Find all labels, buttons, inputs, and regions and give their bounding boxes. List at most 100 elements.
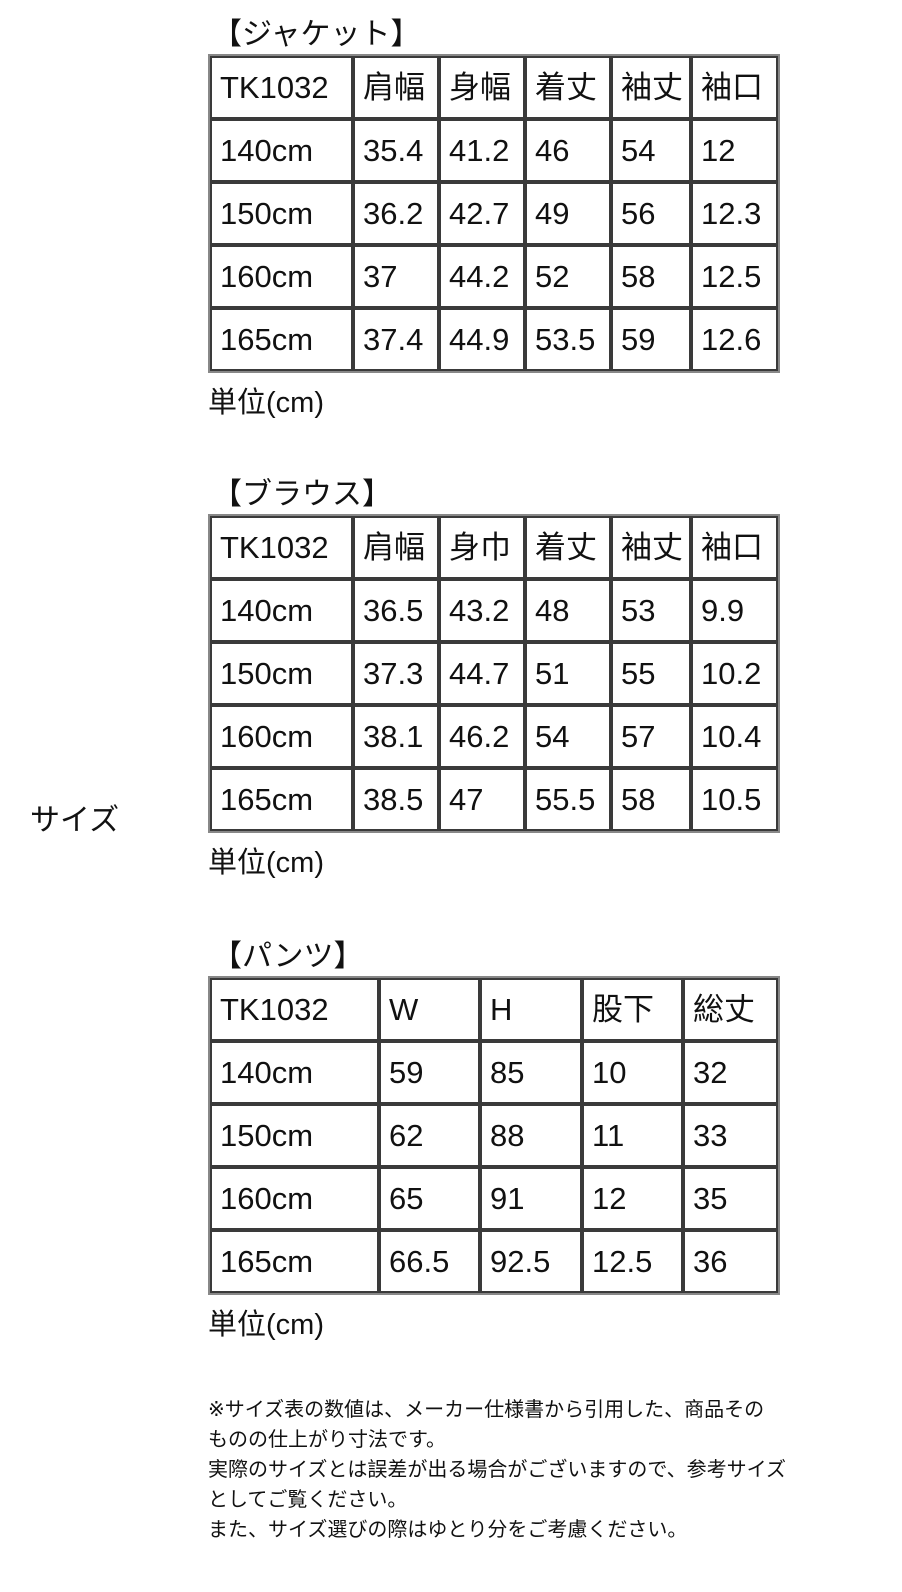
table-cell: 12.3 xyxy=(691,182,778,245)
table-cell: 165cm xyxy=(210,308,353,371)
unit-label: 単位(cm) xyxy=(208,387,324,419)
table-cell: 36 xyxy=(683,1230,778,1293)
header-cell: TK1032 xyxy=(210,978,379,1041)
table-cell: 9.9 xyxy=(691,579,778,642)
table-cell: 35 xyxy=(683,1167,778,1230)
table-cell: 46.2 xyxy=(439,705,525,768)
table-row: 150cm 36.2 42.7 49 56 12.3 xyxy=(210,182,778,245)
header-cell: 袖口 xyxy=(691,56,778,119)
table-cell: 140cm xyxy=(210,579,353,642)
table-cell: 11 xyxy=(582,1104,683,1167)
table-cell: 46 xyxy=(525,119,611,182)
table-cell: 36.2 xyxy=(353,182,439,245)
table-cell: 32 xyxy=(683,1041,778,1104)
table-cell: 38.1 xyxy=(353,705,439,768)
table-cell: 44.7 xyxy=(439,642,525,705)
table-cell: 12.6 xyxy=(691,308,778,371)
table-cell: 59 xyxy=(379,1041,480,1104)
blouse-title: 【ブラウス】 xyxy=(212,478,392,511)
table-row: 165cm 37.4 44.9 53.5 59 12.6 xyxy=(210,308,778,371)
pants-title: 【パンツ】 xyxy=(212,940,364,973)
table-cell: 54 xyxy=(525,705,611,768)
note-line: としてご覧ください。 xyxy=(208,1489,408,1511)
table-cell: 160cm xyxy=(210,1167,379,1230)
table-cell: 33 xyxy=(683,1104,778,1167)
table-cell: 10.5 xyxy=(691,768,778,831)
jacket-size-table: TK1032 肩幅 身幅 着丈 袖丈 袖口 140cm 35.4 41.2 46 54 12 150cm… xyxy=(208,54,780,373)
table-cell: 37.4 xyxy=(353,308,439,371)
table-cell: 160cm xyxy=(210,245,353,308)
pants-size-table: TK1032 W H 股下 総丈 140cm 59 85 10 32 150cm 62 88 11 33 16… xyxy=(208,976,780,1295)
header-row: TK1032 W H 股下 総丈 xyxy=(210,978,778,1041)
pants-section: 【パンツ】 TK1032 W H 股下 総丈 140cm 59 85 10 32 150cm 62 88 1… xyxy=(208,938,780,1343)
table-cell: 58 xyxy=(611,245,691,308)
table-row: 160cm 37 44.2 52 58 12.5 xyxy=(210,245,778,308)
table-cell: 160cm xyxy=(210,705,353,768)
table-cell: 10.2 xyxy=(691,642,778,705)
header-cell: 袖丈 xyxy=(611,56,691,119)
table-cell: 10.4 xyxy=(691,705,778,768)
table-cell: 41.2 xyxy=(439,119,525,182)
header-cell: 股下 xyxy=(582,978,683,1041)
size-note: ※サイズ表の数値は、メーカー仕様書から引用した、商品その ものの仕上がり寸法です… xyxy=(208,1395,788,1545)
table-cell: 47 xyxy=(439,768,525,831)
table-cell: 56 xyxy=(611,182,691,245)
note-line: また、サイズ選びの際はゆとり分をご考慮ください。 xyxy=(208,1519,688,1541)
table-cell: 44.9 xyxy=(439,308,525,371)
table-cell: 91 xyxy=(480,1167,582,1230)
table-row: 150cm 62 88 11 33 xyxy=(210,1104,778,1167)
header-cell: 着丈 xyxy=(525,516,611,579)
table-cell: 65 xyxy=(379,1167,480,1230)
size-label: サイズ xyxy=(30,804,120,837)
unit-label: 単位(cm) xyxy=(208,1309,324,1341)
table-cell: 12.5 xyxy=(691,245,778,308)
blouse-section: 【ブラウス】 TK1032 肩幅 身巾 着丈 袖丈 袖口 140cm 36.5 43.2 48 53 9… xyxy=(208,476,780,881)
jacket-section: 【ジャケット】 TK1032 肩幅 身幅 着丈 袖丈 袖口 140cm 35.4 41.2 46 54… xyxy=(208,16,780,421)
table-cell: 55.5 xyxy=(525,768,611,831)
table-cell: 48 xyxy=(525,579,611,642)
table-cell: 37 xyxy=(353,245,439,308)
table-cell: 58 xyxy=(611,768,691,831)
header-cell: 身巾 xyxy=(439,516,525,579)
table-cell: 43.2 xyxy=(439,579,525,642)
table-cell: 53.5 xyxy=(525,308,611,371)
note-line: ※サイズ表の数値は、メーカー仕様書から引用した、商品その xyxy=(208,1399,765,1421)
table-row: 140cm 59 85 10 32 xyxy=(210,1041,778,1104)
header-cell: 身幅 xyxy=(439,56,525,119)
header-row: TK1032 肩幅 身幅 着丈 袖丈 袖口 xyxy=(210,56,778,119)
table-row: 150cm 37.3 44.7 51 55 10.2 xyxy=(210,642,778,705)
table-cell: 42.7 xyxy=(439,182,525,245)
table-cell: 150cm xyxy=(210,1104,379,1167)
table-cell: 38.5 xyxy=(353,768,439,831)
table-cell: 57 xyxy=(611,705,691,768)
header-row: TK1032 肩幅 身巾 着丈 袖丈 袖口 xyxy=(210,516,778,579)
table-cell: 35.4 xyxy=(353,119,439,182)
table-cell: 165cm xyxy=(210,1230,379,1293)
header-cell: 肩幅 xyxy=(353,516,439,579)
table-cell: 62 xyxy=(379,1104,480,1167)
header-cell: H xyxy=(480,978,582,1041)
table-row: 160cm 65 91 12 35 xyxy=(210,1167,778,1230)
note-line: ものの仕上がり寸法です。 xyxy=(208,1429,446,1451)
table-cell: 59 xyxy=(611,308,691,371)
table-cell: 165cm xyxy=(210,768,353,831)
table-cell: 12 xyxy=(691,119,778,182)
unit-label: 単位(cm) xyxy=(208,847,324,879)
table-cell: 140cm xyxy=(210,1041,379,1104)
table-cell: 150cm xyxy=(210,182,353,245)
table-row: 165cm 66.5 92.5 12.5 36 xyxy=(210,1230,778,1293)
header-cell: 袖口 xyxy=(691,516,778,579)
header-cell: 総丈 xyxy=(683,978,778,1041)
table-cell: 88 xyxy=(480,1104,582,1167)
table-row: 165cm 38.5 47 55.5 58 10.5 xyxy=(210,768,778,831)
table-cell: 85 xyxy=(480,1041,582,1104)
table-cell: 52 xyxy=(525,245,611,308)
table-cell: 37.3 xyxy=(353,642,439,705)
table-cell: 44.2 xyxy=(439,245,525,308)
header-cell: 着丈 xyxy=(525,56,611,119)
header-cell: TK1032 xyxy=(210,56,353,119)
header-cell: 袖丈 xyxy=(611,516,691,579)
table-cell: 55 xyxy=(611,642,691,705)
blouse-size-table: TK1032 肩幅 身巾 着丈 袖丈 袖口 140cm 36.5 43.2 48 53 9.9 150c… xyxy=(208,514,780,833)
jacket-title: 【ジャケット】 xyxy=(212,18,421,51)
